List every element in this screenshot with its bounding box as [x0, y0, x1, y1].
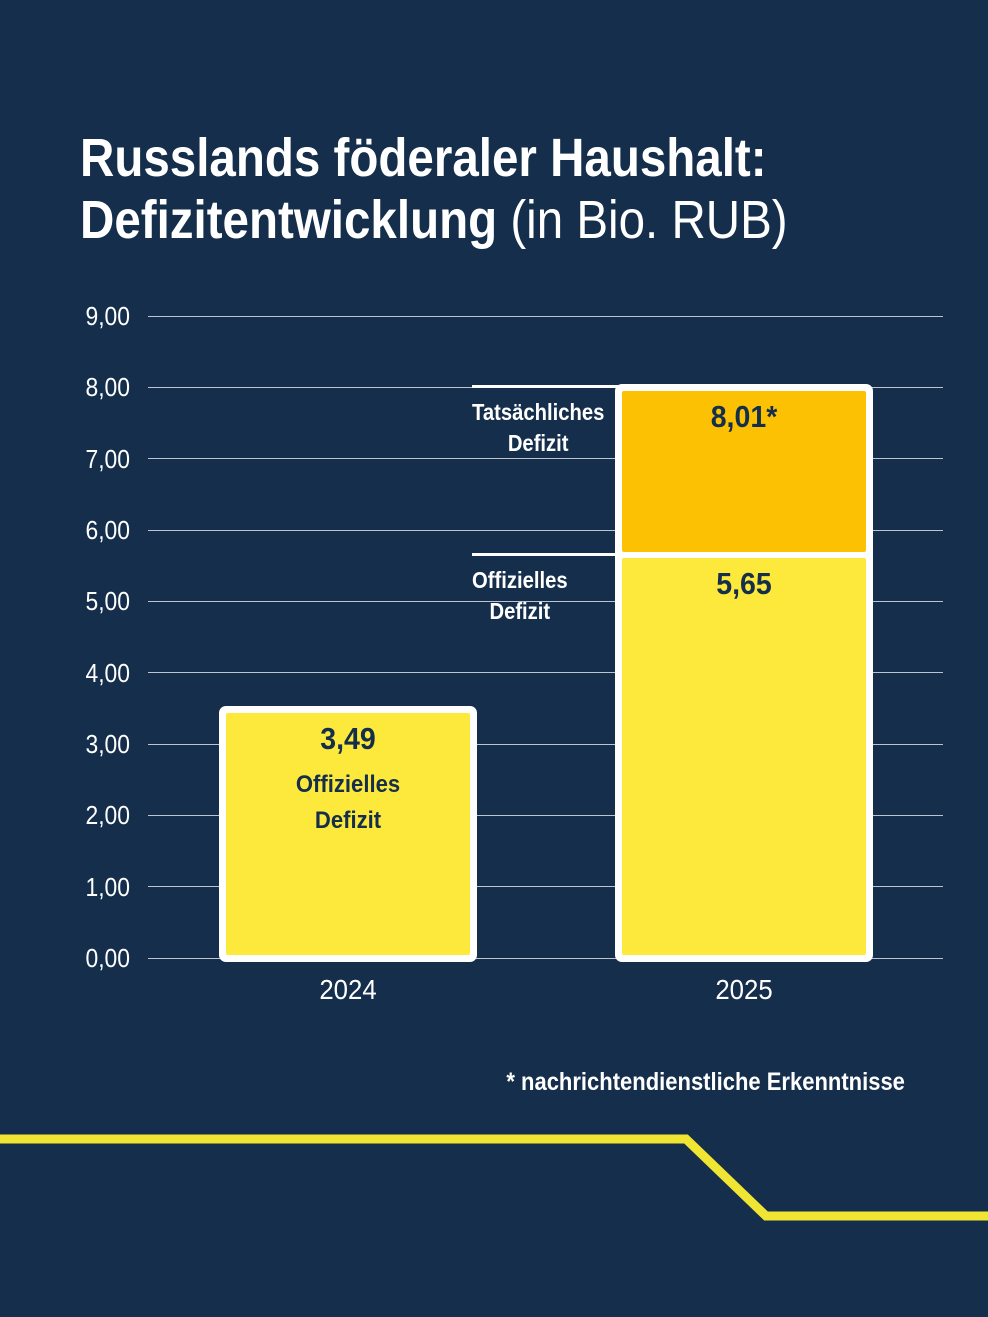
annotation-label-line: Defizit	[507, 429, 569, 456]
annotation-label: Offizielles Defizit	[472, 565, 568, 627]
bar-value-label: 8,01*	[710, 398, 778, 434]
y-axis-tick-label: 1,00	[85, 871, 130, 902]
annotation-leader-line	[472, 552, 618, 556]
gridline	[148, 529, 943, 531]
gridline	[148, 315, 943, 317]
gridline	[148, 458, 943, 460]
bar-value-label: 5,65	[716, 565, 772, 601]
y-axis-tick-label: 6,00	[85, 515, 130, 545]
y-axis-tick-label: 4,00	[85, 657, 130, 688]
bottom-accent-stripe	[0, 1134, 988, 1221]
y-axis-tick-label: 7,00	[85, 443, 130, 474]
y-axis-tick-label: 9,00	[85, 301, 130, 331]
y-axis-tick-label: 0,00	[85, 943, 130, 973]
x-axis-label: 2025	[715, 974, 773, 1005]
title-line-2-unit: (in Bio. RUB)	[497, 190, 788, 250]
bar-segment	[622, 557, 866, 955]
bar-segment	[622, 390, 866, 552]
gridline	[148, 886, 943, 888]
gridline	[148, 743, 943, 745]
footnote: * nachrichtendienstliche Erkenntnisse	[506, 1068, 905, 1096]
annotation-label-line: Offizielles	[472, 566, 568, 593]
bar-value-label: 3,49	[320, 721, 376, 757]
annotation-label-line: Defizit	[489, 597, 551, 624]
y-axis-tick-label: 8,00	[85, 372, 130, 403]
y-axis-tick-label: 2,00	[85, 800, 130, 831]
gridline	[148, 814, 943, 816]
bar-caption: Defizit	[314, 807, 382, 835]
y-axis-tick-label: 3,00	[85, 729, 130, 759]
annotation-label: Tatsächliches Defizit	[472, 397, 604, 459]
page-title: Russlands föderaler Haushalt: Defizitent…	[80, 127, 788, 251]
gridline	[148, 672, 943, 674]
bar-caption: Offizielles	[295, 771, 401, 799]
y-axis-tick-label: 5,00	[85, 586, 130, 617]
bar-segment	[226, 713, 470, 955]
gridline	[148, 600, 943, 602]
annotation-leader-line	[472, 384, 618, 388]
title-line-2: Defizitentwicklung (in Bio. RUB)	[80, 189, 788, 251]
title-line-2-bold: Defizitentwicklung	[80, 190, 498, 250]
x-axis-label: 2024	[319, 974, 377, 1005]
title-line-1: Russlands föderaler Haushalt:	[80, 128, 767, 188]
annotation-label-line: Tatsächliches	[472, 398, 605, 425]
gridline	[148, 957, 943, 959]
